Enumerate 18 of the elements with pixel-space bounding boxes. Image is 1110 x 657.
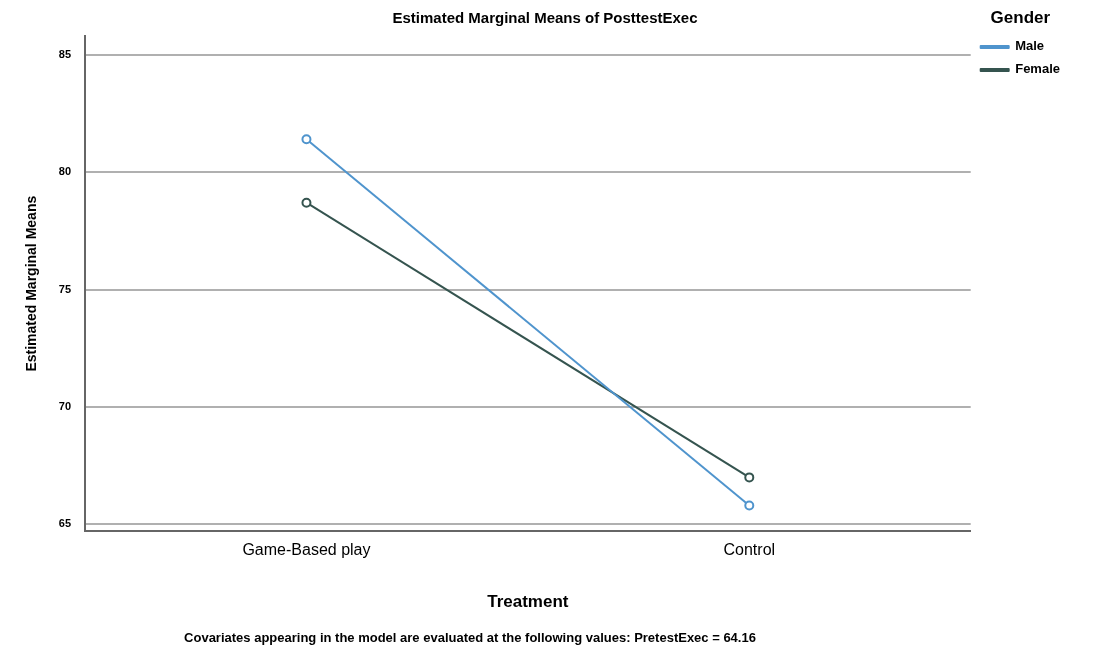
x-axis-title: Treatment xyxy=(487,592,569,612)
x-tick-label: Game-Based play xyxy=(242,541,371,559)
legend-title: Gender xyxy=(990,8,1051,28)
y-tick-label: 80 xyxy=(58,165,72,178)
legend-label: Male xyxy=(1015,38,1045,54)
point xyxy=(301,134,312,145)
y-axis-title: Estimated Marginal Means xyxy=(23,195,40,372)
text: Covariates appearing in the model are evaluated at the following values: PretestExec = 64.16 xyxy=(184,630,756,645)
legend-label: Female xyxy=(1015,61,1061,77)
x-tick-label: Control xyxy=(723,541,776,559)
y-tick-label: 70 xyxy=(58,399,72,412)
point xyxy=(301,197,312,208)
y-tick-label: 85 xyxy=(58,47,72,60)
y-tick-label: 65 xyxy=(58,517,72,530)
point xyxy=(744,500,755,511)
point xyxy=(744,472,755,483)
y-tick-label: 75 xyxy=(58,282,72,295)
chart-title: Estimated Marginal Means of PosttestExec xyxy=(392,9,698,27)
